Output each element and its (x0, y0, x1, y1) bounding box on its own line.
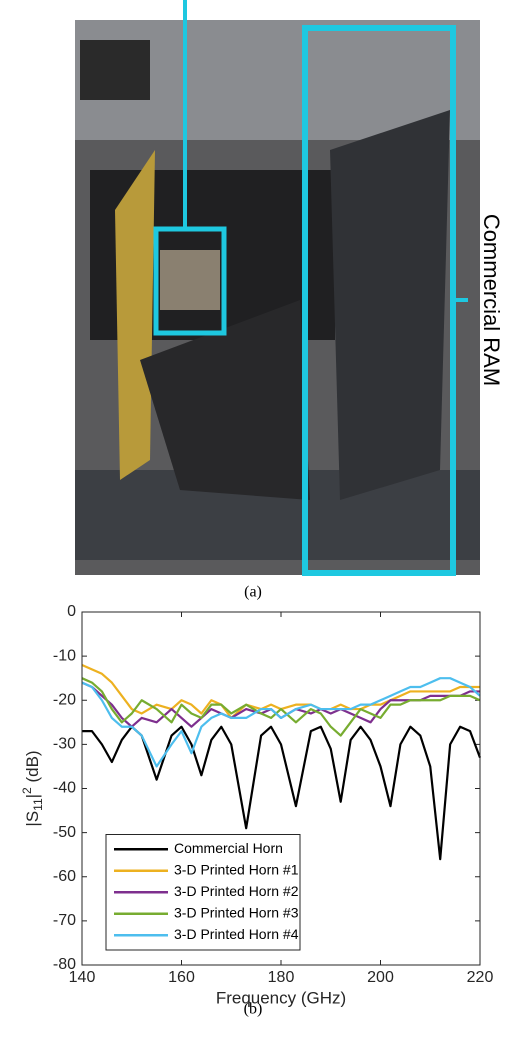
x-tick-label: 160 (168, 969, 195, 986)
x-tick-label: 200 (367, 969, 394, 986)
legend-label: 3-D Printed Horn #4 (174, 926, 299, 942)
y-axis-label-part: (dB) (23, 750, 42, 787)
photo: Commercial RAM (a) (75, 0, 504, 601)
x-tick-label: 140 (69, 969, 96, 986)
y-tick-label: -50 (53, 824, 76, 841)
y-tick-label: -40 (53, 780, 76, 797)
figure: Commercial RAM (a) -80-70-60-50-40-30-20… (0, 0, 507, 1041)
caption: (b) (244, 1001, 263, 1018)
y-axis-label: |S11|2 (dB) (20, 750, 45, 826)
y-tick-label: -70 (53, 912, 76, 929)
horn (160, 250, 220, 310)
annotation: Commercial RAM (479, 214, 504, 386)
legend-label: 3-D Printed Horn #2 (174, 883, 299, 899)
y-axis-label-part: |S (23, 811, 42, 827)
x-tick-label: 220 (467, 969, 494, 986)
y-tick-label: -20 (53, 691, 76, 708)
y-axis-label-part: 11 (31, 798, 45, 811)
commercial-ram (330, 110, 450, 500)
legend-label: Commercial Horn (174, 840, 283, 856)
legend-label: 3-D Printed Horn #3 (174, 904, 299, 920)
y-tick-label: -10 (53, 647, 76, 664)
y-tick-label: -60 (53, 868, 76, 885)
x-tick-label: 180 (268, 969, 295, 986)
legend-label: 3-D Printed Horn #1 (174, 861, 299, 877)
caption: (a) (244, 584, 262, 601)
y-tick-label: -30 (53, 736, 76, 753)
x-axis-label: Frequency (GHz) (216, 988, 346, 1007)
series-line (82, 683, 480, 727)
y-tick-label: 0 (67, 603, 76, 620)
instrument-screen (80, 40, 150, 100)
